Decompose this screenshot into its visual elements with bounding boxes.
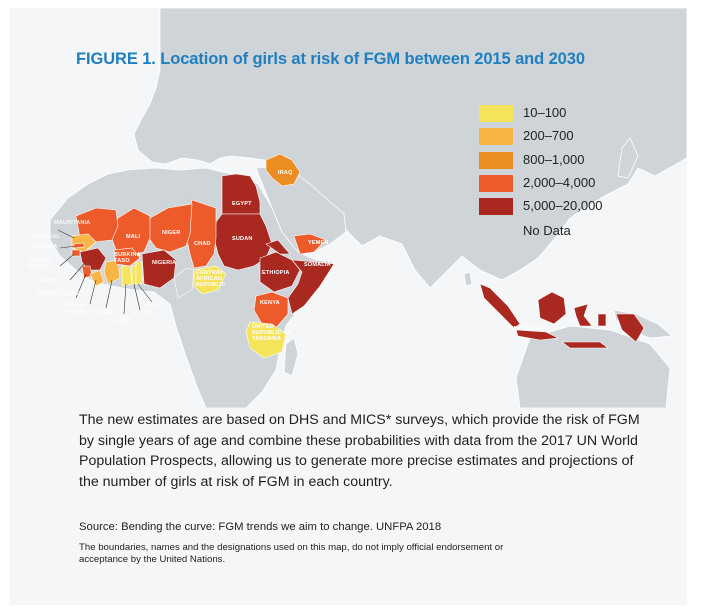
- label-mauritania: MAURITANIA: [54, 220, 91, 226]
- java-region: [515, 329, 560, 341]
- label-chad: CHAD: [194, 241, 211, 247]
- papua-region: [615, 313, 645, 343]
- ghana-region: [121, 265, 133, 287]
- label-burkina-faso: BURKINA FASO: [114, 252, 141, 264]
- legend-label: 2,000–4,000: [523, 174, 596, 190]
- legend-item: 800–1,000: [479, 148, 679, 171]
- sulawesi-region: [573, 303, 593, 327]
- label-yemen: YEMEN: [308, 240, 329, 246]
- legend-label: 5,000–20,000: [523, 198, 603, 214]
- label-sudan: SUDAN: [232, 236, 253, 242]
- legend-no-data-label: No Data: [523, 223, 571, 238]
- madagascar: [283, 337, 299, 377]
- car-region: [193, 265, 227, 295]
- label-kenya: KENYA: [260, 300, 280, 306]
- label-senegal: SENEGAL: [32, 234, 60, 240]
- somalia-region: [287, 259, 335, 315]
- label-central-african-republic: CENTRAL AFRICAN REPUBLIC: [196, 270, 226, 288]
- map-legend: 10–100 200–700 800–1,000 2,000–4,000 5,0…: [479, 101, 679, 238]
- legend-label: 800–1,000: [523, 151, 585, 167]
- label-sierra-leone: SIERRA LEONE: [36, 291, 80, 297]
- legend-label: 200–700: [523, 128, 574, 144]
- cameroon-region: [173, 267, 195, 299]
- label-gambia: GAMBIA: [34, 244, 58, 250]
- label-cote-divoire: CÔTE D'IVOIRE: [70, 310, 114, 316]
- lesser-sunda-region: [561, 341, 609, 349]
- legend-swatch: [479, 151, 513, 169]
- guinea-bissau-region: [71, 249, 81, 257]
- kenya-region: [253, 291, 289, 329]
- maluku-region: [597, 313, 607, 327]
- label-ethiopia: ETHIOPIA: [262, 270, 290, 276]
- figure-title: FIGURE 1. Location of girls at risk of F…: [76, 50, 585, 68]
- legend-swatch: [479, 128, 513, 146]
- legend-swatch: [479, 105, 513, 122]
- source-note: Source: Bending the curve: FGM trends we…: [79, 521, 442, 533]
- figure-card: FIGURE 1. Location of girls at risk of F…: [10, 8, 687, 605]
- liberia-region: [89, 269, 105, 287]
- label-iraq: IRAQ: [278, 170, 293, 176]
- burkina-faso-region: [113, 247, 141, 267]
- legend-label: 10–100: [523, 105, 567, 120]
- sierra-leone-region: [81, 265, 93, 279]
- body-paragraph: The new estimates are based on DHS and M…: [79, 412, 640, 490]
- label-indonesia: INDONESIA: [512, 326, 545, 332]
- label-mali: MALI: [126, 234, 141, 240]
- benin-region: [135, 261, 143, 285]
- leader-lines: [57, 229, 153, 315]
- legend-swatch: [479, 198, 513, 216]
- australia: [515, 325, 671, 408]
- yemen-region: [293, 233, 327, 255]
- label-niger: NIGER: [162, 230, 181, 236]
- sri-lanka: [463, 271, 473, 287]
- label-egypt: EGYPT: [232, 201, 252, 207]
- disclaimer-note: The boundaries, names and the designatio…: [79, 542, 504, 565]
- togo-region: [131, 265, 137, 285]
- legend-item: 2,000–4,000: [479, 171, 679, 194]
- label-ghana: GHANA: [110, 318, 132, 324]
- japan: [617, 137, 639, 179]
- label-togo: TOGO: [134, 310, 151, 316]
- sumatra-region: [479, 283, 521, 329]
- borneo-region: [537, 291, 567, 325]
- world-map: [10, 8, 687, 408]
- eritrea-region: [265, 239, 291, 255]
- legend-item: 5,000–20,000: [479, 194, 679, 217]
- label-somalia: SOMALIA: [304, 262, 331, 268]
- label-guinea: GUINEA: [40, 278, 63, 284]
- label-benin: BENIN: [146, 302, 165, 308]
- label-liberia: LIBERIA: [62, 302, 86, 308]
- label-nigeria: NIGERIA: [152, 260, 177, 266]
- iraq-region: [265, 153, 301, 187]
- gambia-region: [73, 242, 85, 249]
- legend-item: 10–100: [479, 101, 679, 124]
- label-guinea-bissau: GUINEA-BISSAU: [28, 258, 53, 270]
- tanzania-region: [245, 321, 287, 359]
- legend-item: 200–700: [479, 124, 679, 147]
- label-tanzania: UNITED REPUBLIC OF TANZANIA: [252, 324, 292, 342]
- legend-swatch: [479, 174, 513, 192]
